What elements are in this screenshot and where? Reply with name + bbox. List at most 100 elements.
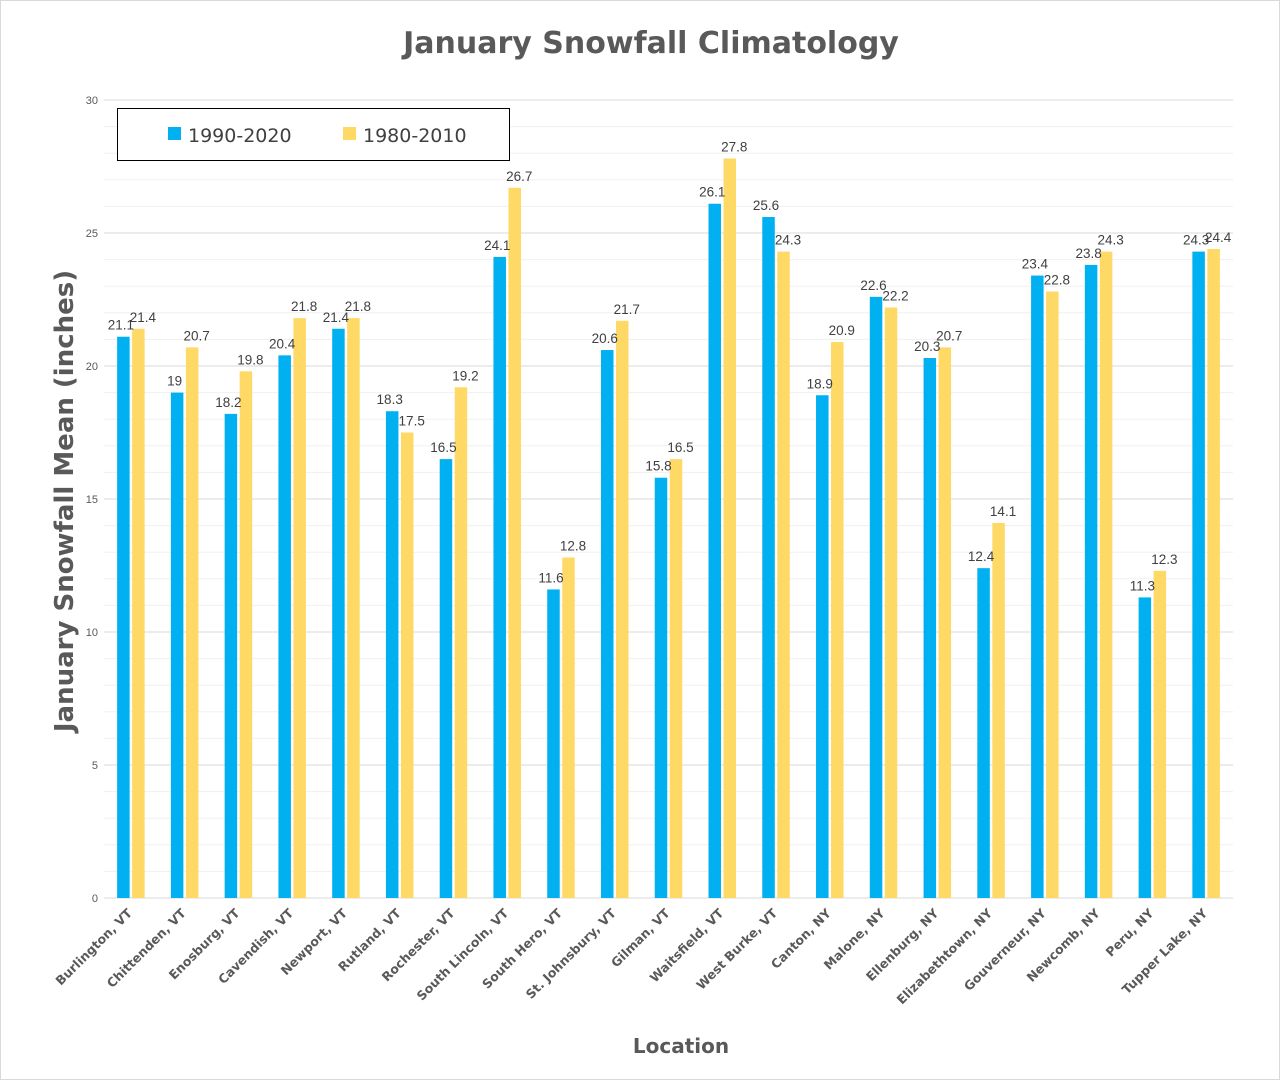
bar-1980-2010: [884, 307, 898, 899]
x-axis-label: Location: [633, 1034, 729, 1058]
x-tick-label: St. Johnsbury, VT: [523, 905, 620, 1002]
data-label: 22.2: [882, 288, 908, 303]
data-label: 20.6: [592, 331, 618, 346]
data-label: 18.2: [215, 395, 241, 410]
data-label: 12.4: [968, 549, 995, 564]
bar-1980-2010: [293, 318, 306, 898]
data-label: 19.8: [237, 352, 263, 367]
bar-1980-2010: [508, 187, 521, 898]
data-label: 21.4: [130, 310, 157, 325]
data-label: 24.3: [1097, 233, 1123, 248]
data-label: 19.2: [452, 368, 478, 383]
bar-1980-2010: [239, 371, 253, 898]
data-label: 21.1: [108, 318, 134, 333]
bar-1980-2010: [992, 522, 1005, 898]
bar-1980-2010: [615, 320, 629, 898]
bar-1980-2010: [669, 459, 683, 898]
bar-1980-2010: [1153, 570, 1167, 898]
data-label: 21.7: [614, 302, 640, 317]
bar-1990-2020: [977, 568, 990, 898]
data-label: 11.3: [1130, 578, 1155, 593]
bar-1990-2020: [762, 217, 775, 899]
bar-1980-2010: [938, 347, 952, 898]
data-label: 26.1: [699, 185, 725, 200]
legend: 1990-2020 1980-2010: [117, 108, 510, 161]
y-axis-label: January Snowfall Mean (inches): [50, 270, 80, 734]
x-tick-label: Peru, NY: [1103, 905, 1158, 960]
data-label: 23.4: [1022, 257, 1049, 272]
y-tick-label: 25: [86, 228, 98, 240]
data-label: 12.8: [560, 539, 586, 554]
y-tick-labels: 0 5 10 15 20 25 30: [86, 95, 98, 905]
bar-1980-2010: [347, 318, 360, 898]
bar-1980-2010: [1046, 291, 1059, 898]
data-label: 20.7: [184, 328, 210, 343]
bar-1990-2020: [1084, 264, 1098, 898]
bar-1990-2020: [224, 413, 238, 898]
legend-label-1990-2020: 1990-2020: [188, 125, 292, 147]
data-label: 24.3: [1183, 233, 1209, 248]
bar-1990-2020: [439, 459, 453, 898]
data-label: 18.3: [377, 392, 403, 407]
data-label: 22.8: [1044, 273, 1070, 288]
data-label: 20.3: [914, 339, 940, 354]
bar-1980-2010: [185, 347, 199, 898]
data-label: 22.6: [860, 278, 886, 293]
data-label: 27.8: [721, 140, 747, 155]
bar-1990-2020: [493, 256, 506, 898]
y-tick-label: 0: [92, 893, 98, 905]
data-label: 11.6: [538, 570, 563, 585]
chart-title: January Snowfall Climatology: [401, 26, 899, 61]
bar-1990-2020: [278, 355, 291, 898]
data-label: 25.6: [753, 198, 779, 213]
data-labels: 21.121.41920.718.219.820.421.821.421.818…: [108, 140, 1232, 594]
y-tick-label: 30: [86, 95, 98, 107]
data-label: 24.4: [1205, 230, 1232, 245]
bar-1990-2020: [869, 296, 883, 899]
data-label: 20.7: [936, 328, 962, 343]
data-label: 21.4: [323, 310, 350, 325]
gridlines: [104, 99, 1233, 899]
bar-1980-2010: [723, 158, 737, 898]
bar-1990-2020: [117, 336, 130, 898]
bar-1990-2020: [170, 392, 184, 898]
bar-1980-2010: [777, 251, 790, 898]
y-tick-label: 10: [86, 627, 98, 639]
bar-1980-2010: [400, 432, 414, 898]
bar-1980-2010: [454, 387, 468, 898]
legend-swatch-1980-2010: [343, 127, 356, 140]
bars: [117, 158, 1220, 899]
legend-label-1980-2010: 1980-2010: [363, 125, 467, 147]
data-label: 26.7: [506, 169, 532, 184]
data-label: 19: [167, 374, 182, 389]
x-tick-label: Elizabethtown, NY: [894, 905, 996, 1007]
data-label: 15.8: [645, 459, 671, 474]
bar-1980-2010: [1099, 251, 1113, 898]
y-tick-label: 15: [86, 494, 98, 506]
bar-1990-2020: [1031, 275, 1044, 898]
y-tick-label: 20: [86, 361, 98, 373]
bar-1990-2020: [654, 477, 668, 898]
legend-box: [117, 108, 510, 161]
data-label: 16.5: [667, 440, 693, 455]
bar-1990-2020: [708, 203, 722, 899]
bar-1980-2010: [831, 342, 844, 898]
data-label: 23.8: [1075, 246, 1101, 261]
bar-1990-2020: [385, 411, 399, 898]
data-label: 21.8: [345, 299, 371, 314]
data-label: 16.5: [430, 440, 456, 455]
bar-1990-2020: [923, 358, 937, 898]
data-label: 12.3: [1151, 552, 1177, 567]
bar-1990-2020: [600, 350, 614, 898]
bar-1990-2020: [547, 589, 560, 898]
data-label: 20.9: [829, 323, 855, 338]
data-label: 17.5: [399, 414, 425, 429]
data-label: 20.4: [269, 336, 296, 351]
bar-1990-2020: [332, 328, 345, 898]
data-label: 24.3: [775, 233, 801, 248]
bar-1990-2020: [816, 395, 829, 898]
bar-1980-2010: [1207, 248, 1220, 898]
